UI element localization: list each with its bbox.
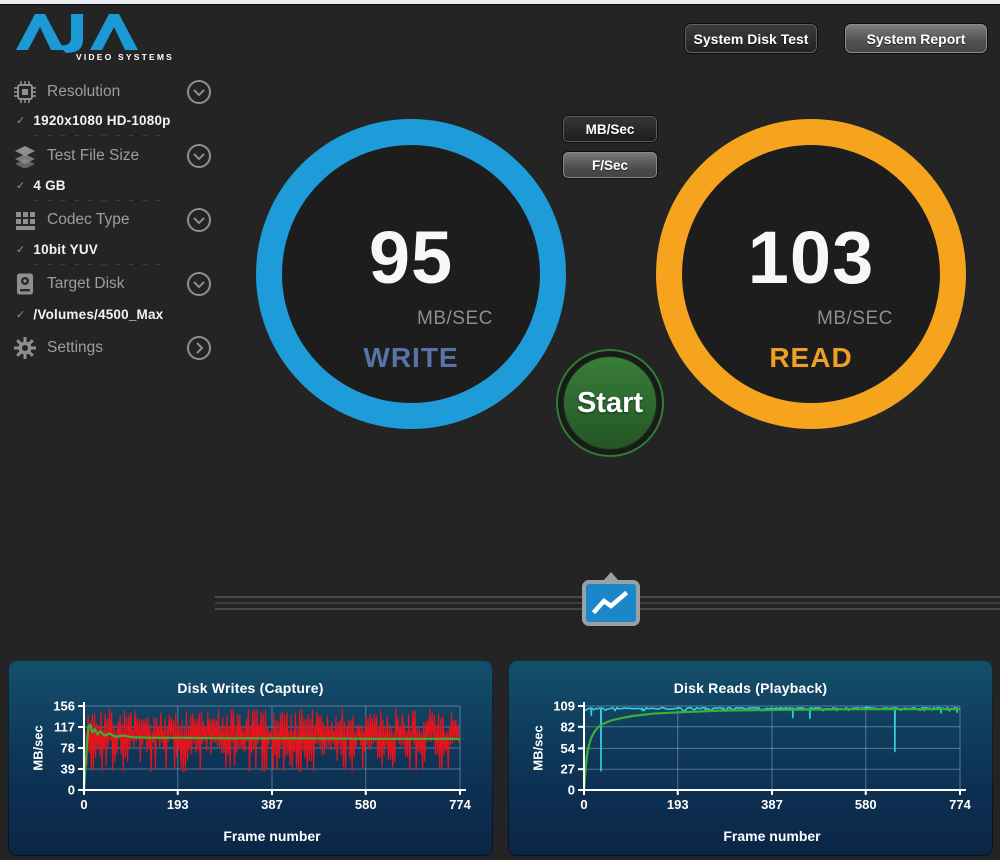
start-button[interactable]: Start [556,349,664,457]
write-speed-dial: 95 MB/SEC WRITE [256,119,566,429]
chevron-down-circle-icon[interactable] [186,143,212,169]
system-report-button[interactable]: System Report [845,24,987,53]
disk-writes-plot: 0 39 78 117 156 0 193 387 580 774 [53,699,471,813]
svg-text:774: 774 [449,797,471,812]
test-file-size-label: Test File Size [47,147,140,164]
svg-text:774: 774 [949,797,971,812]
svg-text:0: 0 [80,797,87,812]
test-file-size-value[interactable]: ✓ 4 GB [16,178,216,193]
chart-title: Disk Writes (Capture) [177,680,324,696]
sidebar-item-settings[interactable]: Settings [12,335,212,361]
svg-text:0: 0 [580,797,587,812]
svg-text:193: 193 [167,797,189,812]
svg-text:39: 39 [61,762,75,777]
chevron-down-circle-icon[interactable] [186,271,212,297]
test-file-size-next-option-ghost: – – – – – – – – – – [34,195,164,203]
layers-icon [12,143,38,169]
read-dial-label: READ [769,342,853,373]
chip-icon [12,79,38,105]
sidebar-item-target-disk[interactable]: Target Disk [12,271,212,297]
check-icon: ✓ [16,309,26,321]
chevron-right-circle-icon[interactable] [186,335,212,361]
x-axis-label: Frame number [723,828,821,844]
svg-text:82: 82 [561,719,575,734]
read-speed-value: 103 [747,216,875,299]
disk-reads-chart-panel: Disk Reads (Playback) MB/sec 0 27 54 82 109 0… [508,660,993,856]
disk-writes-chart-panel: Disk Writes (Capture) MB/sec 0 39 78 117 156… [8,660,493,856]
svg-text:580: 580 [855,797,877,812]
sidebar-item-resolution[interactable]: Resolution [12,79,212,105]
codec-type-next-option-ghost: – – – – – – – – – – [34,259,164,267]
aja-logo-subtext: VIDEO SYSTEMS [76,52,175,62]
gear-icon [12,335,38,361]
grid-icon [12,207,38,233]
read-speed-unit: MB/SEC [817,308,893,329]
target-disk-label: Target Disk [47,275,125,292]
svg-text:78: 78 [61,741,75,756]
codec-type-label: Codec Type [47,211,130,228]
chart-toggle-pointer [603,572,619,581]
frames-per-sec-toggle-button[interactable]: F/Sec [563,152,657,178]
chart-title: Disk Reads (Playback) [673,680,828,696]
codec-type-value-text: 10bit YUV [33,242,98,257]
svg-text:0: 0 [568,783,575,798]
svg-text:27: 27 [561,762,575,777]
x-axis-label: Frame number [223,828,321,844]
check-icon: ✓ [16,244,26,256]
svg-text:156: 156 [53,699,75,714]
aja-logo: VIDEO SYSTEMS [14,10,189,64]
svg-text:54: 54 [561,741,576,756]
svg-text:0: 0 [68,783,75,798]
resolution-value[interactable]: ✓ 1920x1080 HD-1080p [16,113,216,128]
check-icon: ✓ [16,115,26,127]
read-speed-dial: 103 MB/SEC READ [656,119,966,429]
aja-logo-icon [16,14,138,53]
chevron-down-circle-icon[interactable] [186,207,212,233]
chart-view-toggle-button[interactable] [582,580,640,626]
svg-text:580: 580 [355,797,377,812]
system-disk-test-button[interactable]: System Disk Test [685,24,817,53]
svg-text:193: 193 [667,797,689,812]
write-dial-label: WRITE [363,342,459,373]
sidebar-item-codec-type[interactable]: Codec Type [12,207,212,233]
sidebar-item-test-file-size[interactable]: Test File Size [12,143,212,169]
mb-per-sec-toggle-button[interactable]: MB/Sec [563,116,657,142]
line-chart-icon [591,590,629,615]
resolution-next-option-ghost: – – – – – – – – – – [34,130,164,138]
disk-reads-plot: 0 27 54 82 109 0 193 387 580 774 [553,699,971,813]
svg-text:117: 117 [54,720,75,735]
resolution-label: Resolution [47,83,121,100]
start-button-face: Start [563,356,657,450]
resolution-value-text: 1920x1080 HD-1080p [33,113,171,128]
svg-text:109: 109 [553,699,575,714]
check-icon: ✓ [16,180,26,192]
chevron-down-circle-icon[interactable] [186,79,212,105]
target-disk-value-text: /Volumes/4500_Max [33,307,164,322]
write-speed-unit: MB/SEC [417,308,493,329]
svg-text:387: 387 [761,797,783,812]
write-speed-value: 95 [368,216,454,299]
window-top-edge [0,0,1000,5]
svg-text:387: 387 [261,797,283,812]
codec-type-value[interactable]: ✓ 10bit YUV [16,242,216,257]
disk-icon [12,271,38,297]
settings-label: Settings [47,339,104,356]
test-file-size-value-text: 4 GB [33,178,66,193]
target-disk-value[interactable]: ✓ /Volumes/4500_Max [16,307,216,322]
